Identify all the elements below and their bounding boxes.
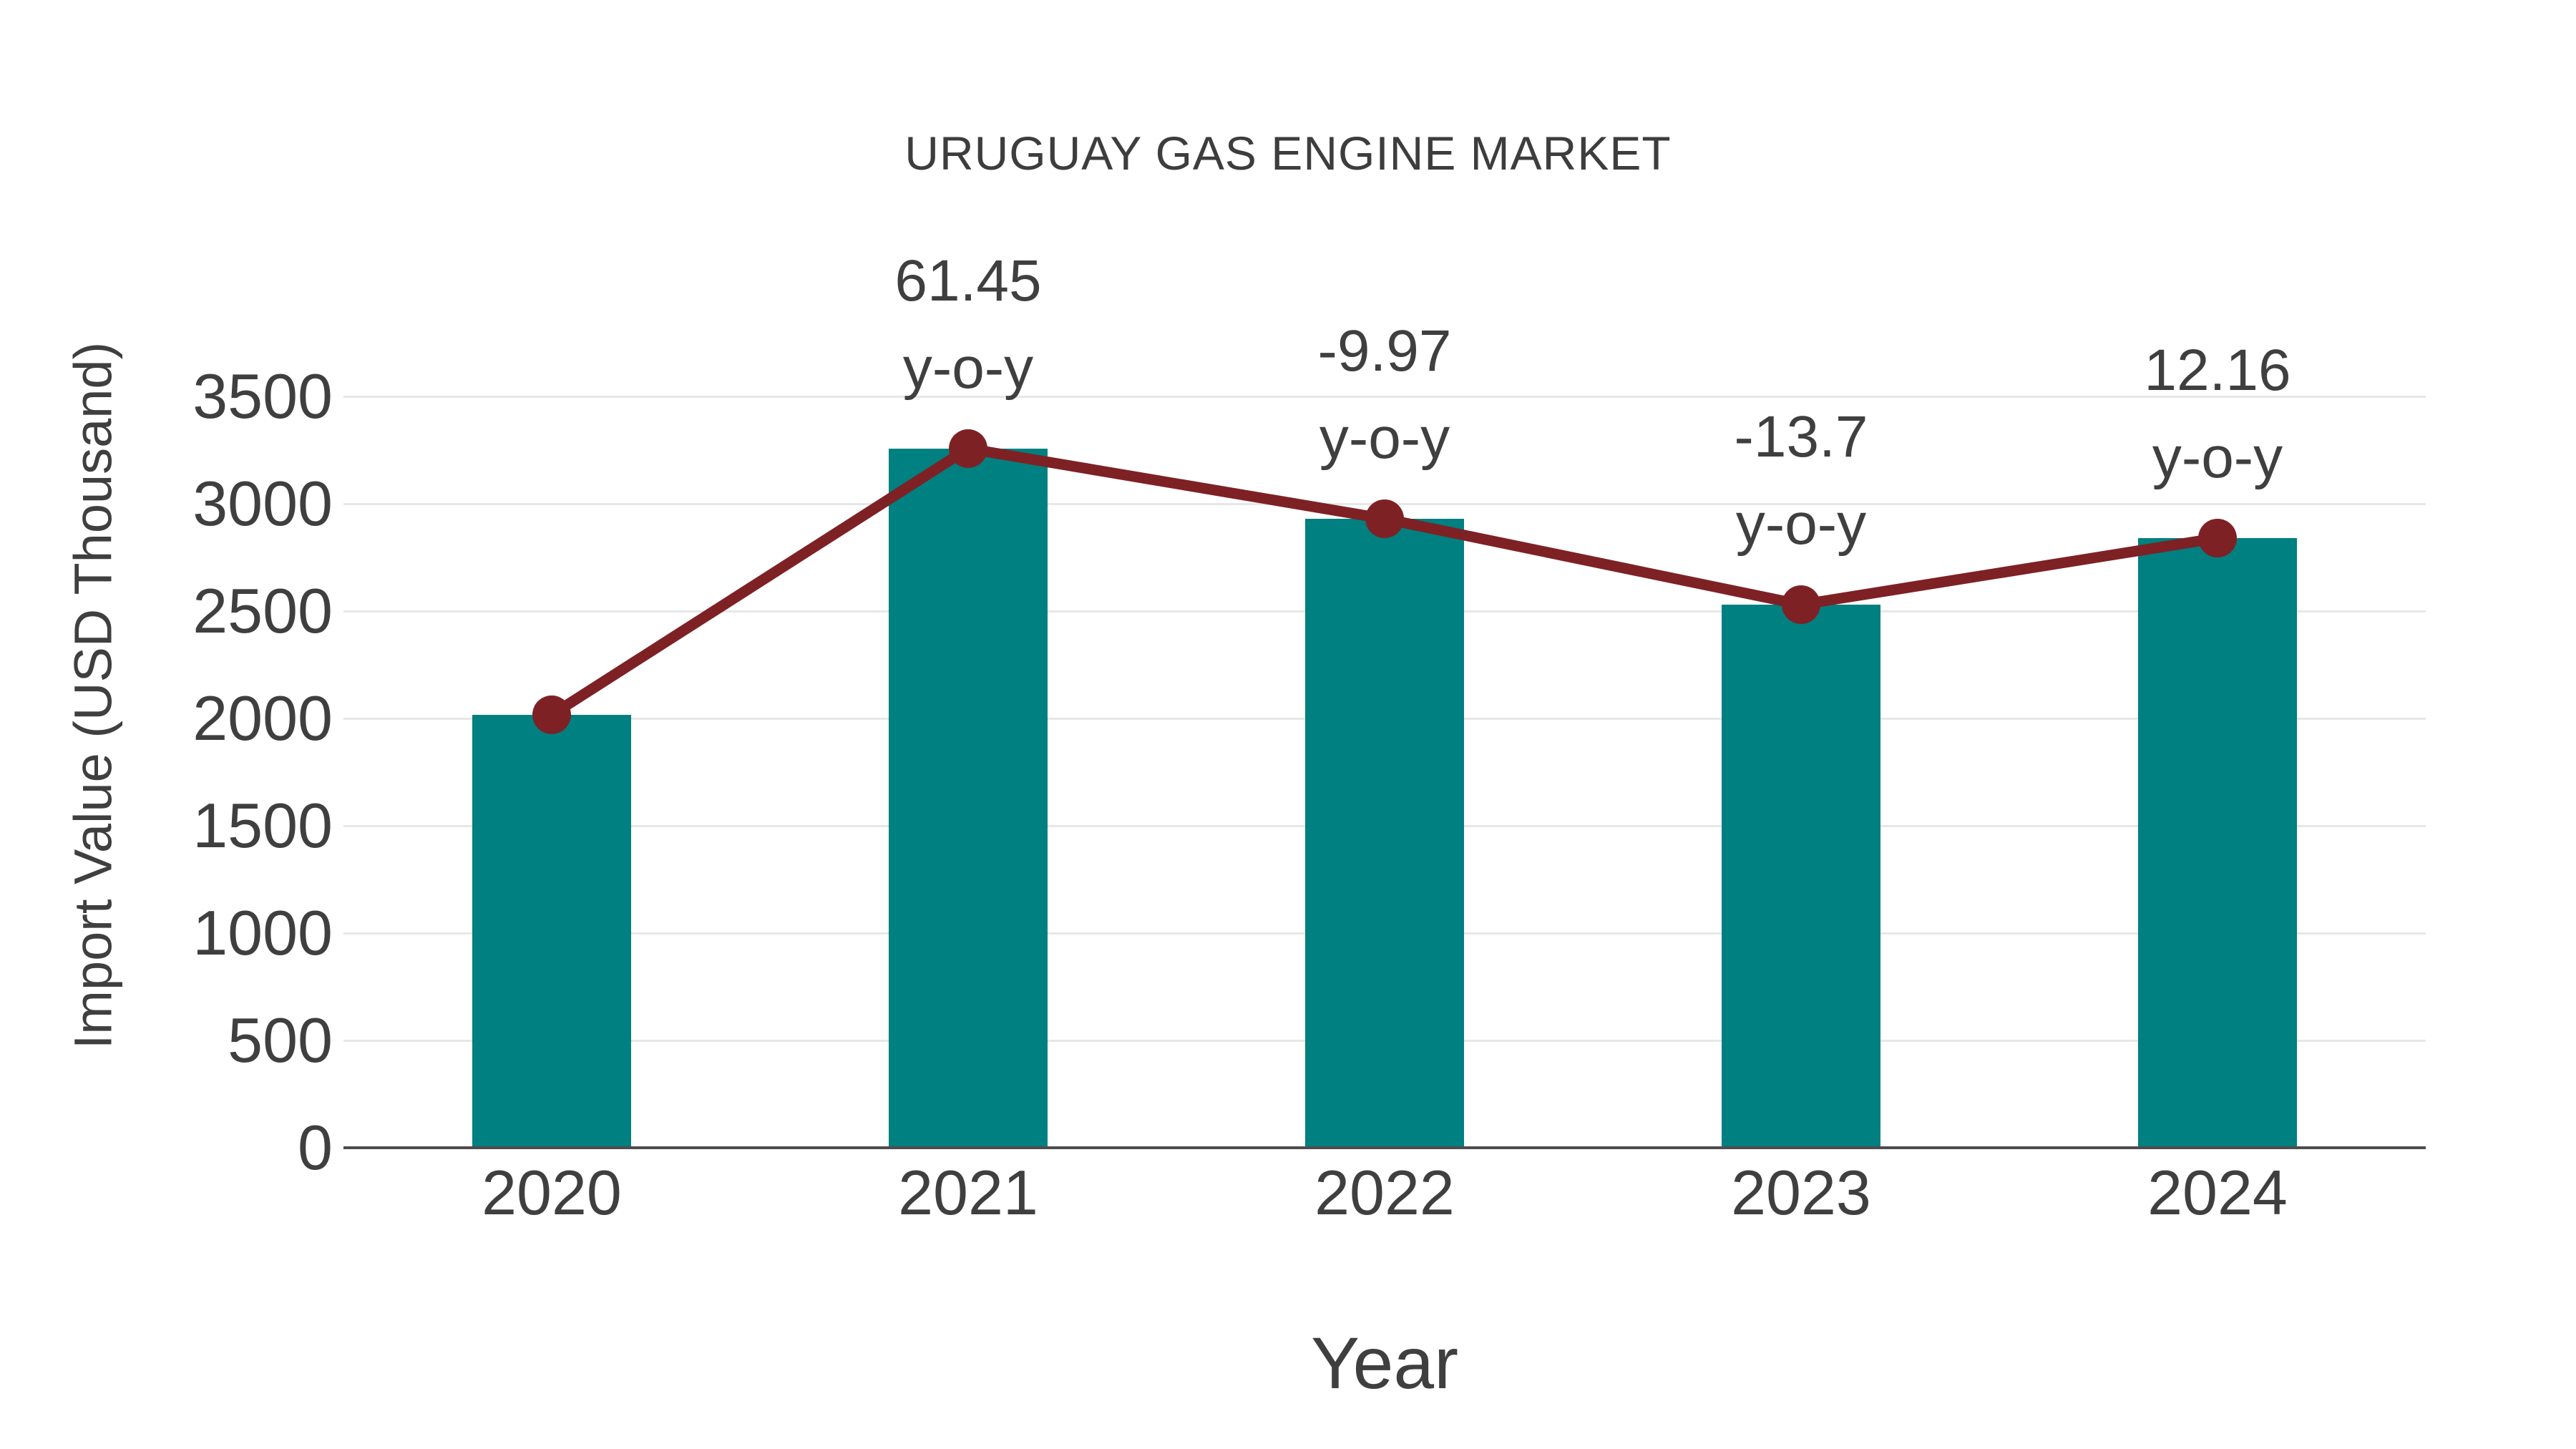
x-tick-label-2021: 2021 [898, 1157, 1038, 1228]
x-tick-label-2020: 2020 [482, 1157, 622, 1228]
bar-2021 [889, 448, 1048, 1148]
yoy-value-2023: -13.7 [1734, 404, 1868, 469]
y-tick-label-3500: 3500 [192, 361, 333, 431]
bar-2023 [1722, 605, 1880, 1148]
x-axis-title: Year [1310, 1322, 1459, 1404]
x-tick-label-2023: 2023 [1731, 1157, 1871, 1228]
trend-marker-2021 [949, 429, 987, 468]
yoy-value-2024: 12.16 [2144, 338, 2291, 403]
trend-marker-2024 [2198, 519, 2237, 557]
x-axis-line [343, 1146, 2426, 1149]
trend-marker-2023 [1782, 585, 1820, 624]
y-tick-label-3000: 3000 [192, 468, 333, 539]
gridline-3500 [343, 395, 2426, 398]
bar-2020 [472, 714, 631, 1148]
yoy-suffix-2024: y-o-y [2152, 425, 2283, 490]
yoy-value-2021: 61.45 [894, 248, 1042, 313]
yoy-suffix-2023: y-o-y [1735, 492, 1867, 557]
bar-2022 [1305, 519, 1464, 1148]
chart-title: URUGUAY GAS ENGINE MARKET [904, 127, 1672, 180]
trend-marker-2020 [532, 695, 571, 734]
bar-2024 [2138, 538, 2297, 1148]
y-tick-label-1000: 1000 [192, 897, 333, 968]
yoy-value-2022: -9.97 [1317, 318, 1452, 384]
yoy-suffix-2022: y-o-y [1319, 406, 1450, 471]
y-tick-label-2500: 2500 [192, 575, 333, 646]
trend-marker-2022 [1365, 499, 1404, 538]
y-tick-label-1500: 1500 [192, 790, 333, 861]
x-tick-label-2024: 2024 [2147, 1157, 2288, 1228]
y-tick-label-2000: 2000 [192, 683, 333, 753]
y-tick-label-0: 0 [298, 1112, 333, 1183]
yoy-suffix-2021: y-o-y [902, 335, 1034, 401]
y-tick-label-500: 500 [228, 1005, 333, 1075]
x-tick-label-2022: 2022 [1314, 1157, 1455, 1228]
